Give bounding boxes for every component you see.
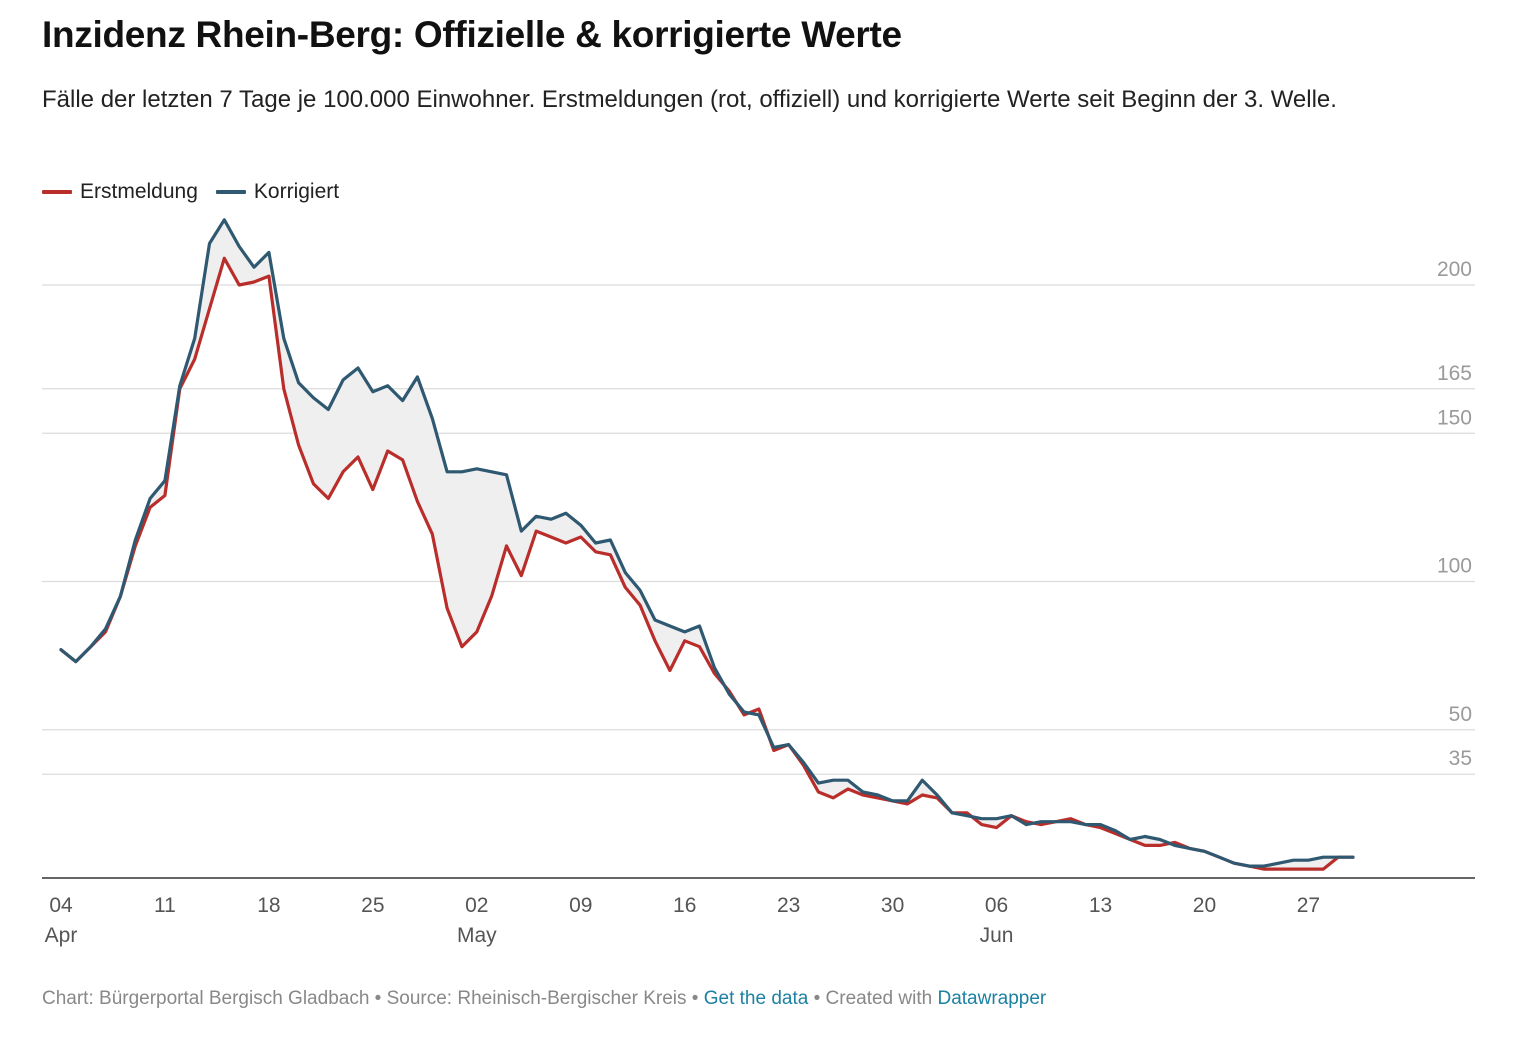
x-tick-label: 23 <box>777 894 800 917</box>
x-tick-label: 04 <box>49 894 73 917</box>
y-tick-label: 200 <box>1437 258 1472 281</box>
chart-footer: Chart: Bürgerportal Bergisch Gladbach • … <box>42 988 1046 1010</box>
footer-separator: • <box>369 988 387 1009</box>
grid-layer: 35 50 100 150 165 200 <box>42 258 1475 775</box>
x-tick-label: 02 <box>465 894 488 917</box>
x-tick-month-label: Jun <box>980 924 1014 947</box>
x-tick-label: 30 <box>881 894 904 917</box>
difference-area-layer <box>61 219 1353 870</box>
chart-subtitle: Fälle der letzten 7 Tage je 100.000 Einw… <box>42 86 1337 113</box>
footer-source: Source: Rheinisch-Bergischer Kreis <box>386 988 687 1009</box>
chart-title: Inzidenz Rhein-Berg: Offizielle & korrig… <box>42 14 902 55</box>
x-tick-label: 06 <box>985 894 1008 917</box>
legend-label-korrigiert: Korrigiert <box>253 180 340 203</box>
legend-item-erstmeldung: Erstmeldung <box>42 180 198 204</box>
legend-swatch-korrigiert <box>215 190 246 194</box>
footer-separator: • <box>686 988 704 1009</box>
x-tick-month-label: Apr <box>45 924 78 947</box>
difference-area <box>61 219 1353 870</box>
footer-separator: • <box>808 988 826 1009</box>
series-line-korrigiert <box>59 218 1355 868</box>
x-tick-label: 20 <box>1193 894 1216 917</box>
legend-label-erstmeldung: Erstmeldung <box>80 180 198 203</box>
x-axis: 04 Apr 11 18 25 02 May 09 16 23 30 06 Jun 13 20 27 <box>42 877 1475 947</box>
series-line-erstmeldung <box>59 256 1355 871</box>
legend-item-korrigiert: Korrigiert <box>215 180 340 204</box>
footer-credit: Chart: Bürgerportal Bergisch Gladbach <box>42 988 370 1009</box>
x-tick-label: 18 <box>257 894 280 917</box>
get-the-data-link[interactable]: Get the data <box>703 988 809 1009</box>
y-tick-label: 165 <box>1437 362 1472 385</box>
x-tick-label: 13 <box>1089 894 1112 917</box>
x-tick-label: 27 <box>1297 894 1320 917</box>
x-tick-label: 11 <box>154 894 176 917</box>
x-tick-month-label: May <box>457 924 497 947</box>
legend-swatch-erstmeldung <box>42 190 72 194</box>
y-tick-label: 50 <box>1449 703 1472 726</box>
y-tick-label: 150 <box>1437 406 1472 429</box>
x-tick-label: 25 <box>361 894 384 917</box>
x-tick-label: 09 <box>569 894 592 917</box>
datawrapper-link[interactable]: Datawrapper <box>937 988 1047 1009</box>
footer-created-with: Created with <box>825 988 933 1009</box>
series-line-layer <box>59 218 1355 871</box>
y-tick-label: 100 <box>1437 555 1472 578</box>
y-tick-label: 35 <box>1449 747 1472 770</box>
chart-legend: Erstmeldung Korrigiert <box>42 180 339 204</box>
x-tick-label: 16 <box>673 894 696 917</box>
